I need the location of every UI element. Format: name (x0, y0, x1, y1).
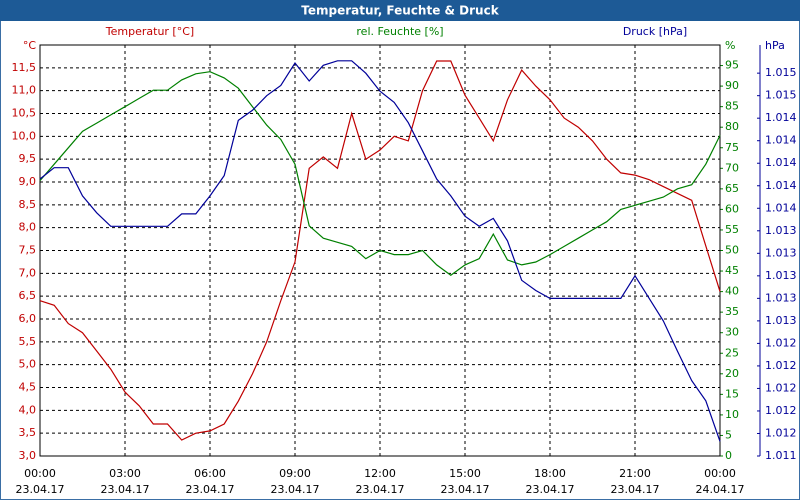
x-tick-date: 23.04.17 (16, 483, 65, 496)
y-tick-label: 4,5 (19, 381, 37, 394)
x-tick-label: 00:00 (704, 467, 736, 480)
y2-tick-label: 15 (725, 387, 739, 400)
y-tick-label: 6,0 (19, 312, 37, 325)
y-tick-label: 5,0 (19, 358, 37, 371)
y-tick-label: 3,0 (19, 449, 37, 462)
y3-tick-label: 1.012 (765, 359, 797, 372)
y2-tick-label: 55 (725, 223, 739, 236)
y2-tick-label: 35 (725, 305, 739, 318)
y2-tick-label: 5 (725, 428, 732, 441)
chart-title: Temperatur, Feuchte & Druck (301, 4, 499, 18)
y-tick-label: 11,5 (12, 61, 37, 74)
series-line (39, 60, 721, 441)
y3-tick-label: 1.013 (765, 246, 797, 259)
y3-tick-label: 1.012 (765, 426, 797, 439)
y3-tick-label: 1.015 (765, 66, 797, 79)
x-tick-label: 09:00 (279, 467, 311, 480)
y3-tick-label: 1.013 (765, 224, 797, 237)
y-tick-label: 5,5 (19, 335, 37, 348)
y2-tick-label: 70 (725, 161, 739, 174)
y2-tick-label: 85 (725, 100, 739, 113)
y3-tick-label: 1.014 (765, 134, 797, 147)
y2-tick-label: 40 (725, 285, 739, 298)
y2-tick-label: 65 (725, 182, 739, 195)
y3-tick-label: 1.014 (765, 111, 797, 124)
y3-tick-label: 1.011 (765, 449, 797, 462)
x-tick-label: 00:00 (24, 467, 56, 480)
x-tick-date: 24.04.17 (696, 483, 745, 496)
x-tick-label: 18:00 (534, 467, 566, 480)
x-tick-label: 12:00 (364, 467, 396, 480)
y3-tick-label: 1.014 (765, 179, 797, 192)
y-tick-label: 8,0 (19, 221, 37, 234)
y2-tick-label: 75 (725, 141, 739, 154)
legend-entry: rel. Feuchte [%] (356, 25, 443, 38)
y-tick-label: 8,5 (19, 198, 37, 211)
y3-tick-label: 1.014 (765, 156, 797, 169)
y2-tick-label: 20 (725, 367, 739, 380)
y2-tick-label: 25 (725, 346, 739, 359)
y-tick-label: 7,5 (19, 244, 37, 257)
y-unit: °C (23, 39, 37, 52)
x-tick-date: 23.04.17 (441, 483, 490, 496)
x-tick-label: 03:00 (109, 467, 141, 480)
y2-tick-label: 90 (725, 79, 739, 92)
y3-tick-label: 1.015 (765, 89, 797, 102)
y2-tick-label: 50 (725, 244, 739, 257)
y-tick-label: 6,5 (19, 289, 37, 302)
y3-unit: hPa (765, 39, 785, 52)
y3-tick-label: 1.012 (765, 404, 797, 417)
y-tick-label: 10,5 (12, 107, 37, 120)
y3-tick-label: 1.012 (765, 381, 797, 394)
y-tick-label: 3,5 (19, 426, 37, 439)
x-tick-date: 23.04.17 (611, 483, 660, 496)
y2-tick-label: 0 (725, 449, 732, 462)
y3-tick-label: 1.013 (765, 269, 797, 282)
x-tick-label: 15:00 (449, 467, 481, 480)
y3-tick-label: 1.014 (765, 201, 797, 214)
x-tick-label: 21:00 (619, 467, 651, 480)
y-tick-label: 10,0 (12, 129, 37, 142)
x-tick-date: 23.04.17 (101, 483, 150, 496)
y-tick-label: 4,0 (19, 403, 37, 416)
y2-tick-label: 10 (725, 408, 739, 421)
y2-tick-label: 95 (725, 59, 739, 72)
y2-tick-label: 45 (725, 264, 739, 277)
y2-tick-label: 30 (725, 326, 739, 339)
y-tick-label: 11,0 (12, 84, 37, 97)
legend-entry: Druck [hPa] (623, 25, 687, 38)
series-line (39, 60, 721, 442)
y2-tick-label: 60 (725, 202, 739, 215)
title-bar (0, 0, 800, 21)
legend-entry: Temperatur [°C] (105, 25, 194, 38)
y3-tick-label: 1.013 (765, 314, 797, 327)
y-tick-label: 9,5 (19, 152, 37, 165)
y2-unit: % (725, 39, 735, 52)
x-tick-label: 06:00 (194, 467, 226, 480)
y-tick-label: 7,0 (19, 266, 37, 279)
plot-frame (39, 44, 721, 457)
x-tick-date: 23.04.17 (526, 483, 575, 496)
y2-tick-label: 80 (725, 120, 739, 133)
y3-tick-label: 1.012 (765, 336, 797, 349)
y3-tick-label: 1.013 (765, 291, 797, 304)
x-tick-date: 23.04.17 (186, 483, 235, 496)
x-tick-date: 23.04.17 (356, 483, 405, 496)
series-line (39, 71, 721, 276)
x-tick-date: 23.04.17 (271, 483, 320, 496)
y-tick-label: 9,0 (19, 175, 37, 188)
